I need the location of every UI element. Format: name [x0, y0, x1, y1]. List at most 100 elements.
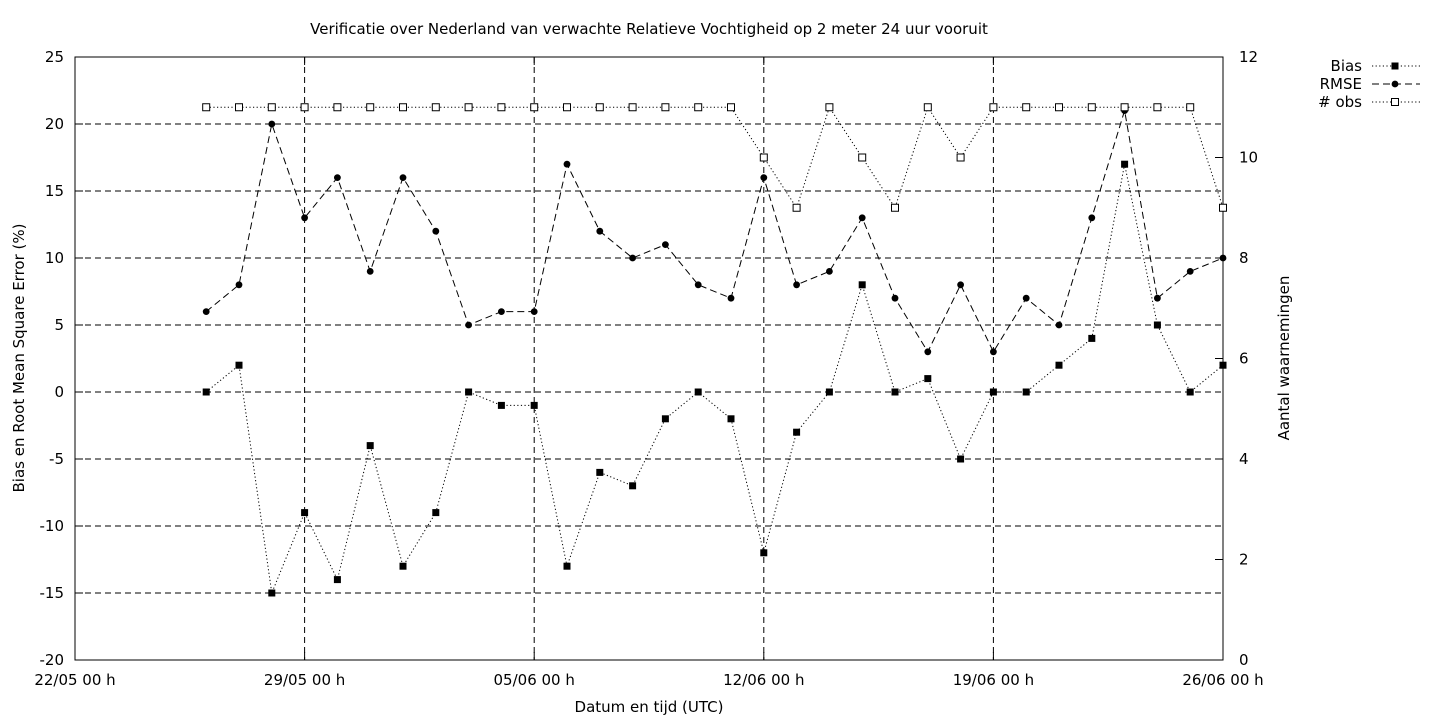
legend-marker-rmse — [1391, 80, 1399, 88]
data-point-obs — [759, 153, 768, 162]
data-point-rmse — [727, 294, 735, 302]
legend-label-bias: Bias — [1331, 57, 1363, 75]
data-point-bias — [497, 401, 505, 409]
y-tick-label: -15 — [40, 584, 65, 602]
data-point-rmse — [760, 174, 768, 182]
y2-tick-label: 4 — [1239, 450, 1249, 468]
y-axis-label: Bias en Root Mean Square Error (%) — [10, 224, 28, 493]
data-point-obs — [628, 103, 637, 112]
data-point-obs — [366, 103, 375, 112]
x-tick-label: 12/06 00 h — [723, 671, 804, 689]
data-point-bias — [793, 428, 801, 436]
y-tick-label: -10 — [40, 517, 65, 535]
data-point-obs — [694, 103, 703, 112]
data-point-bias — [235, 361, 243, 369]
series-lines — [205, 106, 1224, 595]
data-point-obs — [431, 103, 440, 112]
y-tick-label: 15 — [45, 182, 64, 200]
y-tick-label: 5 — [54, 316, 64, 334]
data-point-obs — [235, 103, 243, 112]
data-point-bias — [727, 415, 735, 423]
data-point-rmse — [694, 281, 702, 289]
data-point-bias — [629, 482, 637, 490]
data-point-bias — [268, 589, 276, 597]
data-point-obs — [989, 103, 998, 112]
axis-ticks — [74, 56, 1224, 661]
data-point-rmse — [891, 294, 899, 302]
data-point-rmse — [235, 281, 243, 289]
y-tick-label: 0 — [54, 383, 64, 401]
data-point-rmse — [957, 281, 964, 289]
data-point-bias — [1121, 160, 1129, 168]
data-point-rmse — [366, 268, 374, 275]
data-point-obs — [399, 103, 407, 112]
series-line-rmse — [205, 110, 1224, 353]
data-point-bias — [957, 455, 965, 463]
y-tick-labels: -20 -15 -10 -5 0 5 10 15 20 25 — [40, 48, 65, 669]
data-point-obs — [727, 103, 735, 112]
data-point-rmse — [662, 241, 669, 249]
data-point-bias — [825, 388, 833, 396]
data-point-rmse — [498, 308, 505, 315]
y-tick-label: 25 — [45, 48, 64, 66]
data-point-rmse — [1088, 214, 1096, 222]
data-point-rmse — [793, 281, 800, 289]
data-point-obs — [1087, 103, 1096, 112]
x-tick-label: 29/05 00 h — [264, 671, 345, 689]
data-point-bias — [432, 509, 440, 517]
data-point-rmse — [596, 227, 604, 235]
y-tick-label: -5 — [49, 450, 64, 468]
y2-tick-labels: 0 2 4 6 8 10 12 — [1239, 48, 1258, 669]
data-point-obs — [1120, 103, 1129, 112]
data-point-obs — [1186, 103, 1195, 112]
y-tick-label: -20 — [40, 651, 65, 669]
data-point-obs — [1022, 103, 1031, 112]
data-point-rmse — [202, 308, 210, 315]
plot-frame — [74, 56, 1224, 661]
data-point-rmse — [629, 254, 636, 262]
data-point-obs — [333, 103, 342, 112]
data-point-bias — [1088, 334, 1096, 342]
data-point-bias — [760, 549, 768, 557]
x-tick-label: 26/06 00 h — [1182, 671, 1263, 689]
data-point-bias — [891, 388, 899, 396]
legend-marker-obs — [1391, 98, 1399, 106]
series-markers — [202, 103, 1227, 597]
data-point-rmse — [334, 174, 341, 182]
data-point-bias — [333, 576, 341, 584]
x-tick-label: 22/05 00 h — [34, 671, 115, 689]
data-point-bias — [596, 468, 604, 476]
data-point-obs — [956, 153, 965, 162]
y2-tick-label: 0 — [1239, 651, 1249, 669]
legend-label-rmse: RMSE — [1320, 75, 1362, 93]
data-point-bias — [202, 388, 210, 396]
data-point-bias — [858, 281, 866, 289]
data-point-obs — [1153, 103, 1162, 112]
x-tick-labels: 22/05 00 h 29/05 00 h 05/06 00 h 12/06 00 h… — [34, 671, 1263, 689]
data-point-bias — [1022, 388, 1030, 396]
data-point-rmse — [530, 308, 538, 315]
y2-tick-label: 2 — [1239, 551, 1249, 569]
data-point-obs — [923, 103, 932, 112]
data-point-bias — [1055, 361, 1063, 369]
data-point-obs — [530, 103, 539, 112]
data-point-bias — [530, 401, 538, 409]
data-point-obs — [595, 103, 604, 112]
data-point-obs — [1055, 103, 1063, 112]
data-point-rmse — [858, 214, 866, 222]
x-tick-label: 05/06 00 h — [494, 671, 575, 689]
data-point-bias — [366, 442, 374, 450]
y2-tick-label: 10 — [1239, 149, 1258, 167]
data-point-obs — [1219, 203, 1227, 212]
data-point-bias — [1186, 388, 1194, 396]
data-point-obs — [497, 103, 506, 112]
y2-tick-label: 12 — [1239, 48, 1258, 66]
data-point-rmse — [826, 268, 833, 275]
series-line-bias — [205, 164, 1224, 595]
data-point-rmse — [1154, 294, 1161, 302]
data-point-rmse — [268, 120, 276, 128]
series-line-obs — [206, 106, 1224, 209]
data-point-bias — [465, 388, 473, 396]
data-point-bias — [924, 375, 932, 383]
